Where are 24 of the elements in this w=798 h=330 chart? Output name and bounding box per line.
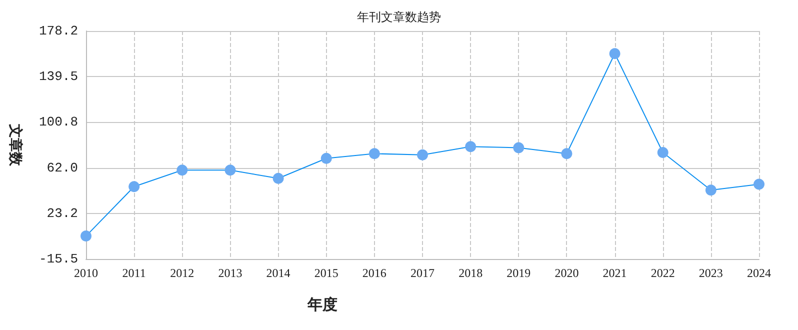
- y-tick-label: 178.2: [38, 24, 78, 38]
- x-tick-label: 2019: [506, 266, 531, 280]
- y-tick-label: 62.0: [46, 160, 78, 176]
- x-tick-label: 2011: [122, 266, 146, 280]
- x-tick-label: 2020: [554, 266, 579, 280]
- y-axis-title: 文章数: [7, 123, 24, 167]
- x-tick-label: 2017: [410, 266, 434, 280]
- x-tick-label: 2015: [314, 266, 338, 280]
- x-axis-title: 年度: [306, 296, 338, 314]
- x-tick-label: 2021: [602, 266, 627, 280]
- x-tick-label: 2024: [747, 266, 771, 280]
- x-tick-label: 2023: [698, 266, 723, 280]
- y-tick-label: 100.8: [38, 114, 78, 130]
- y-tick-label: 23.2: [46, 206, 78, 221]
- x-tick-label: 2022: [650, 266, 675, 280]
- x-tick-label: 2010: [74, 266, 98, 280]
- x-tick-label: 2016: [362, 266, 386, 280]
- chart-title: 年刊文章数趋势: [357, 10, 441, 24]
- x-tick-label: 2013: [218, 266, 242, 280]
- x-tick-label: 2014: [266, 266, 290, 280]
- y-tick-label: 139.5: [38, 69, 78, 84]
- x-tick-label: 2018: [458, 266, 483, 280]
- x-tick-label: 2012: [170, 266, 194, 280]
- y-tick-label: -15.5: [38, 252, 78, 266]
